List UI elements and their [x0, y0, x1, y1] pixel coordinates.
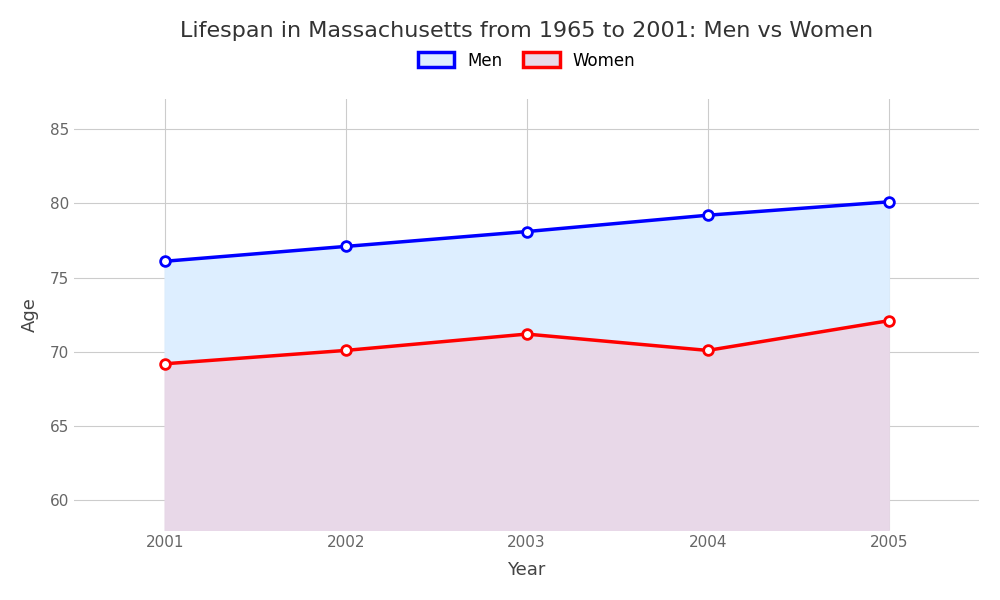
- Y-axis label: Age: Age: [21, 298, 39, 332]
- Title: Lifespan in Massachusetts from 1965 to 2001: Men vs Women: Lifespan in Massachusetts from 1965 to 2…: [180, 21, 873, 41]
- Legend: Men, Women: Men, Women: [418, 52, 636, 70]
- X-axis label: Year: Year: [507, 561, 546, 579]
